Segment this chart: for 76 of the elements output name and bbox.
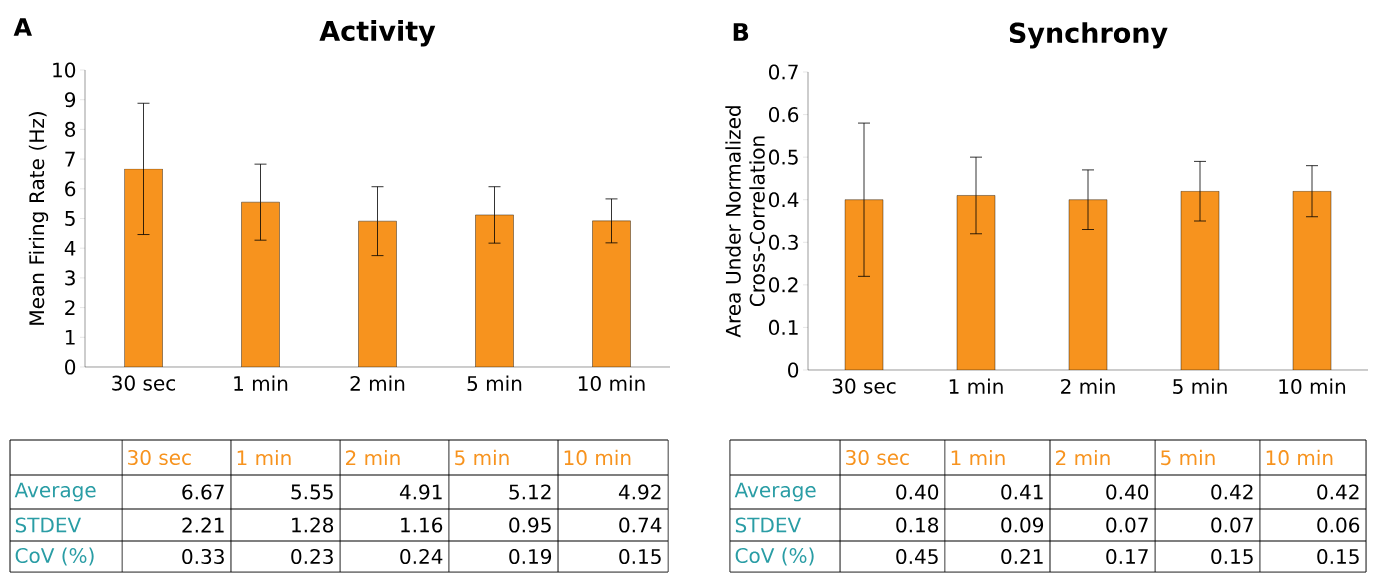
y-tick-label: 0.4 <box>768 192 799 208</box>
data-label: 0.41 <box>1001 484 1043 500</box>
bar <box>592 220 631 367</box>
text: 1.16 <box>401 517 443 533</box>
bar <box>241 201 280 367</box>
chart-title: Synchrony <box>1009 22 1168 49</box>
data-label: 4.91 <box>399 484 442 500</box>
text: STDEV <box>735 517 802 533</box>
data-label: 6.67 <box>182 484 224 500</box>
y-tick-label: 3 <box>65 270 75 286</box>
text: 0.74 <box>619 517 662 533</box>
y-axis-title: Area Under Normalized Cross-Correlation <box>725 106 765 338</box>
text: CoV (%) <box>15 547 94 566</box>
text: 0.18 <box>896 517 939 533</box>
y-tick-label: 0 <box>788 362 799 378</box>
y-tick-label: 2 <box>65 300 75 316</box>
text: 1.28 <box>292 517 334 533</box>
x-tick-label: 1 min <box>949 378 1003 394</box>
y-tick-label: 8 <box>65 121 76 137</box>
x-tick-label: 30 sec <box>832 378 896 394</box>
text: 0.07 <box>1106 517 1148 533</box>
text: 2.21 <box>182 517 224 533</box>
x-tick-label: 1 min <box>237 449 291 466</box>
data-label: 4.92 <box>618 484 661 500</box>
text: CoV (%) <box>735 547 814 566</box>
text: B <box>733 23 749 41</box>
y-tick-label: 0 <box>65 359 76 375</box>
data-label: 0.40 <box>1106 484 1149 500</box>
y-tick-label: 0.1 <box>768 319 798 335</box>
y-tick-label: 0.5 <box>768 149 798 165</box>
y-tick-label: 6 <box>65 181 76 197</box>
x-tick-label: 2 min <box>1061 378 1115 394</box>
text: 0.19 <box>509 548 552 565</box>
text: A <box>13 18 32 36</box>
text: 0.45 <box>896 548 938 565</box>
bar <box>475 214 514 367</box>
x-tick-label: 10 min <box>564 449 631 466</box>
x-tick-label: 5 min <box>455 449 509 466</box>
x-tick-label: 5 min <box>1173 378 1227 395</box>
text: Average <box>734 482 816 502</box>
bar <box>358 220 397 367</box>
x-tick-label: 30 sec <box>128 449 191 466</box>
data-label: 0.40 <box>896 484 939 500</box>
text: 0.09 <box>1001 517 1044 533</box>
text: 0.33 <box>182 548 224 565</box>
text: Average <box>14 482 96 502</box>
data-label: 5.55 <box>291 484 333 500</box>
text: 0.07 <box>1211 517 1253 533</box>
y-tick-label: 0.6 <box>768 107 799 123</box>
y-tick-label: 0.2 <box>768 277 798 293</box>
text: 0.15 <box>1211 548 1253 565</box>
y-tick-label: 0.3 <box>768 234 798 250</box>
x-tick-label: 10 min <box>1279 378 1346 395</box>
data-label: 5.12 <box>509 484 551 500</box>
text: 0.06 <box>1317 517 1360 533</box>
data-label: 0.42 <box>1317 484 1359 500</box>
text: STDEV <box>15 517 82 533</box>
y-tick-label: 0.7 <box>768 64 798 80</box>
text: 0.24 <box>400 548 443 565</box>
y-axis-title: Mean Firing Rate (Hz) <box>28 112 49 325</box>
y-tick-label: 5 <box>65 211 75 226</box>
y-tick-label: 10 <box>53 62 76 78</box>
bar <box>124 168 163 367</box>
chart-title: Activity <box>319 20 436 47</box>
y-tick-label: 4 <box>64 240 76 256</box>
text: 0.21 <box>1001 548 1043 565</box>
y-tick-label: 9 <box>65 92 76 108</box>
y-tick-label: 7 <box>65 151 75 167</box>
x-tick-label: 2 min <box>346 449 400 466</box>
text: 0.95 <box>509 517 551 533</box>
text: 0.15 <box>1317 548 1359 565</box>
data-label: 0.42 <box>1211 484 1253 500</box>
y-tick-label: 1 <box>65 330 75 345</box>
text: 0.15 <box>619 548 661 565</box>
text: 0.17 <box>1106 548 1148 565</box>
text: 0.23 <box>291 548 333 565</box>
